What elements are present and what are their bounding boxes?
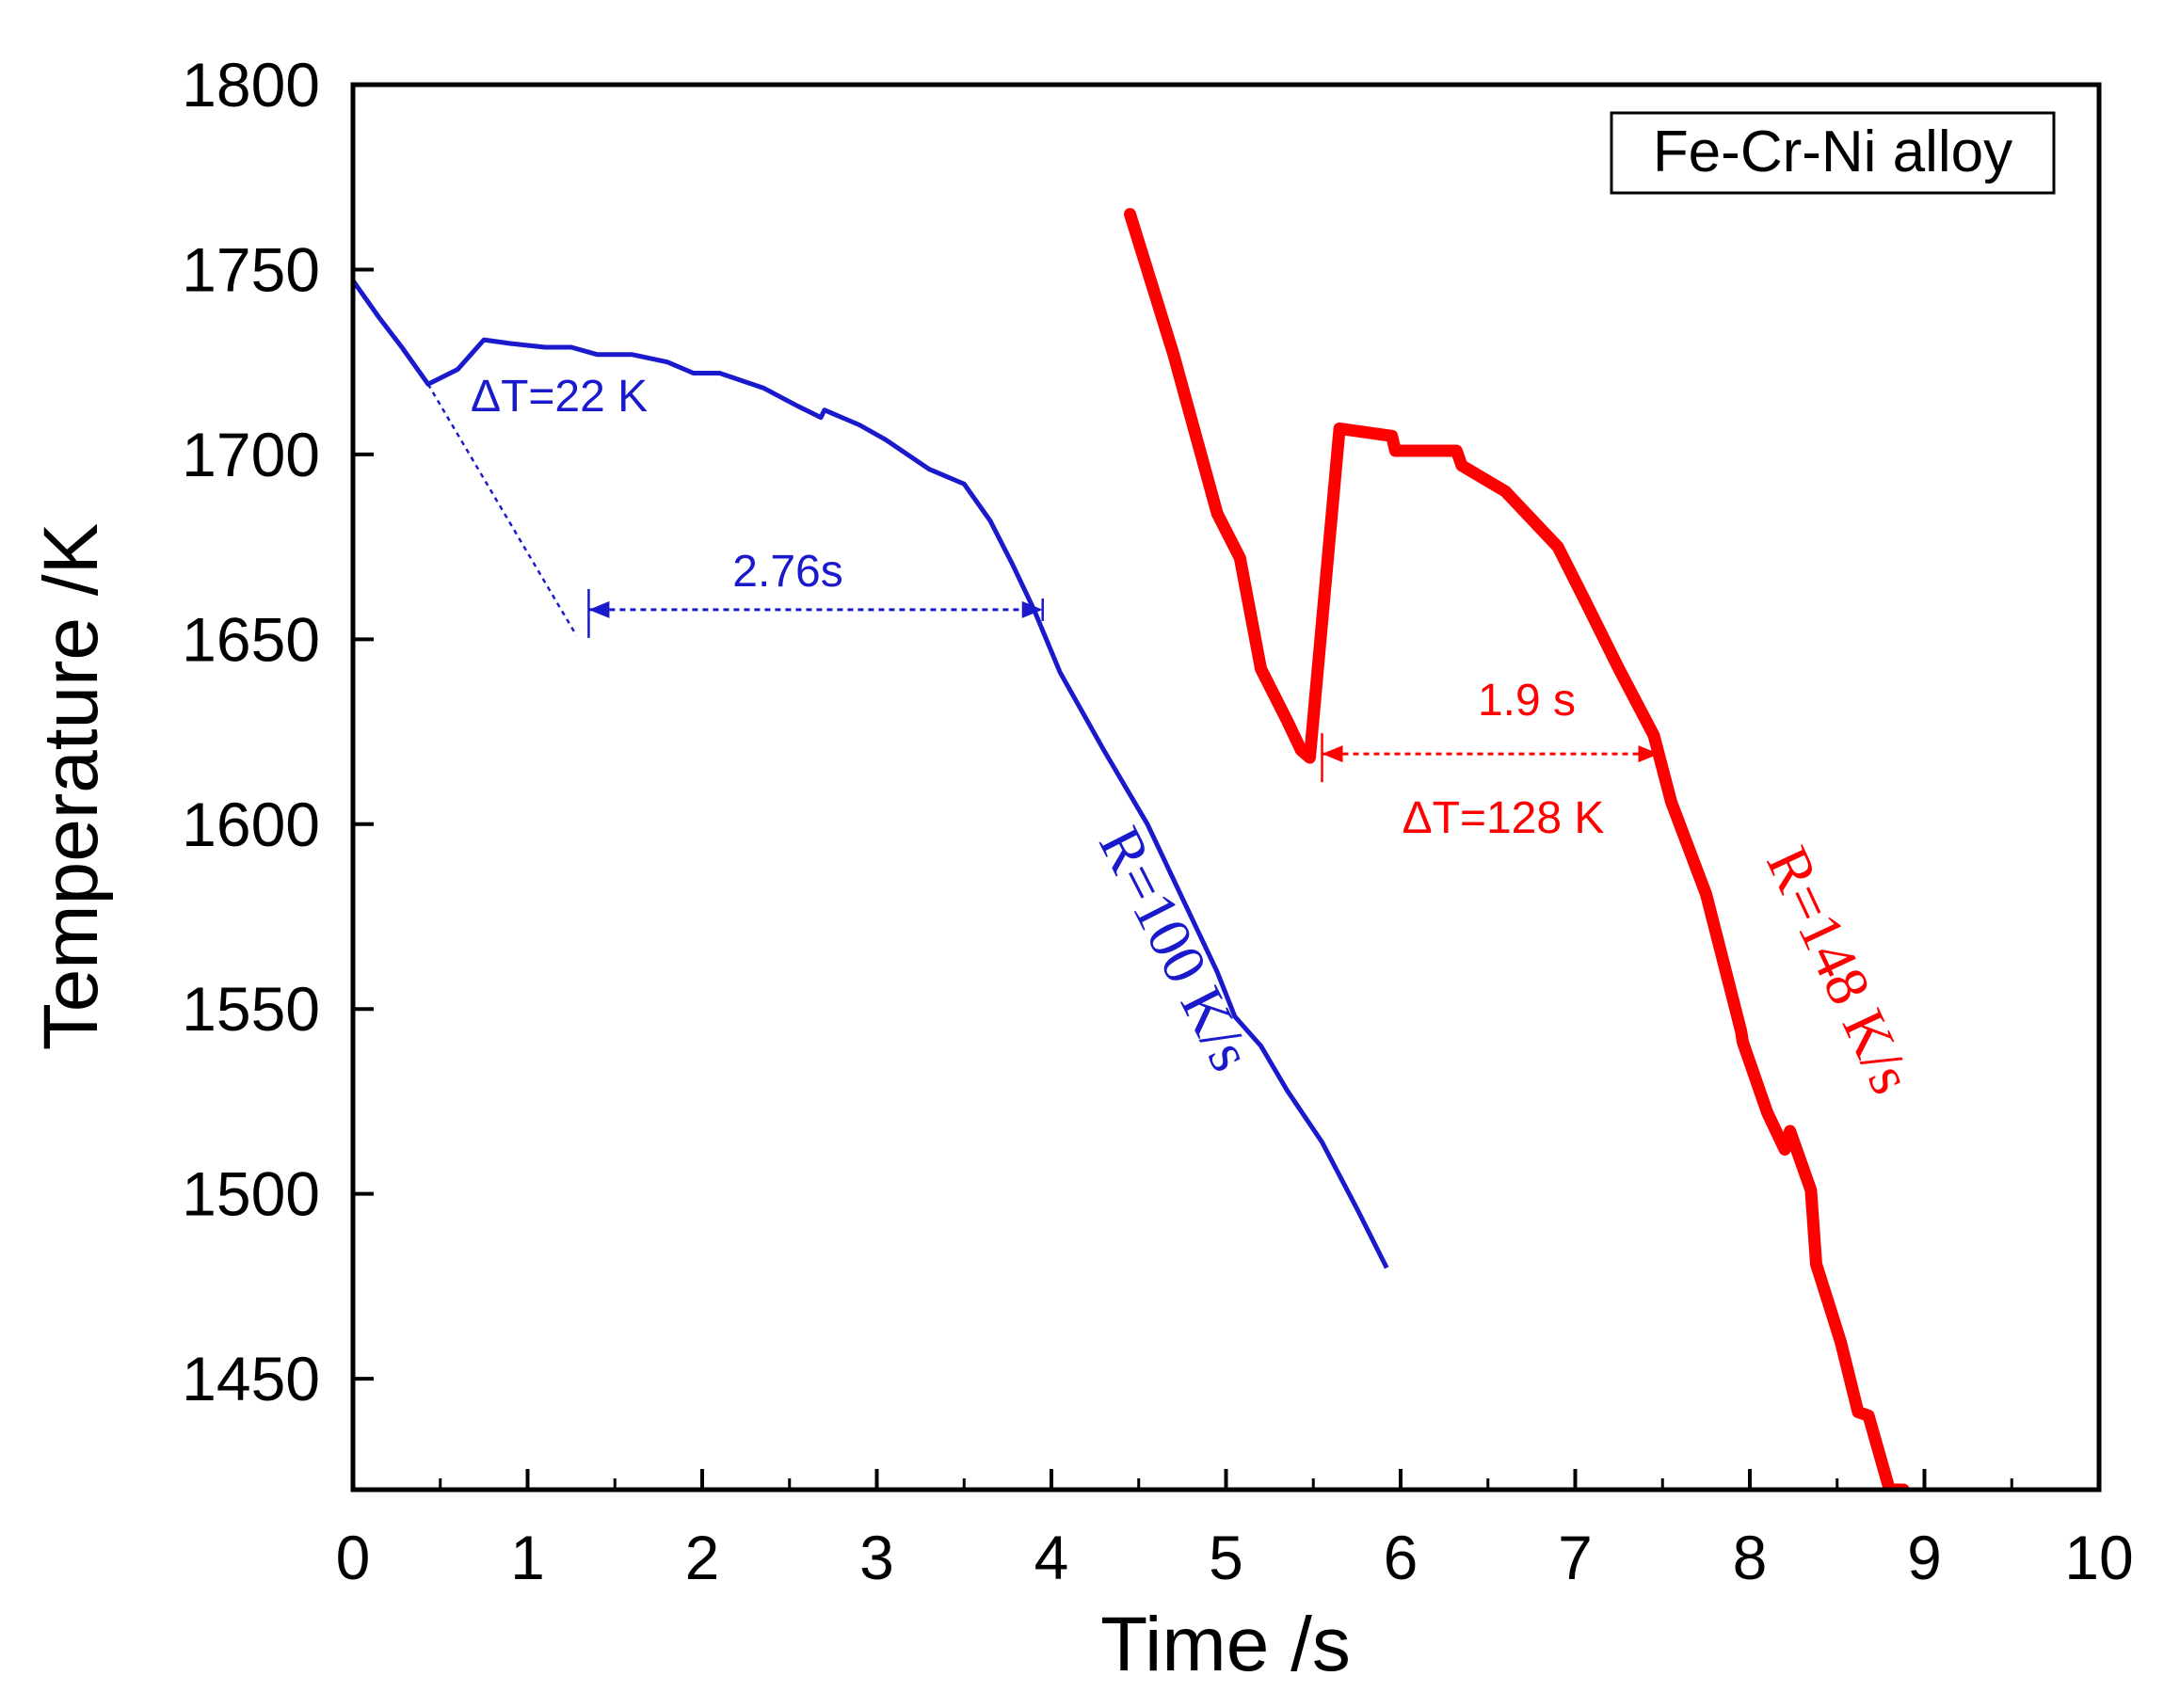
- axis-ticks: 0 1 2 3 4 5 6 7 8 9 10 1450 1500 1550 1600 1650 1700 1750…: [182, 50, 2134, 1592]
- x-tick-label: 8: [1733, 1523, 1768, 1592]
- series-layer: [353, 208, 1910, 1490]
- red-arrowhead-left: [1322, 745, 1343, 763]
- y-tick-label: 1700: [182, 420, 320, 489]
- blue-delta-t-label: ΔT=22 K: [471, 372, 648, 422]
- legend-box: Fe-Cr-Ni alloy: [1610, 111, 2056, 195]
- y-axis-title: Temperature /K: [28, 523, 114, 1051]
- x-tick-label: 3: [859, 1523, 894, 1592]
- series-line-r100: [353, 276, 1389, 1269]
- x-tick-label: 7: [1558, 1523, 1593, 1592]
- annotation-layer: [426, 383, 1660, 783]
- legend-frame: [1610, 111, 2056, 195]
- series-line-r148: [1124, 208, 1910, 1490]
- x-tick-label: 5: [1209, 1523, 1243, 1592]
- legend-label: Fe-Cr-Ni alloy: [1653, 120, 2012, 184]
- x-tick-label: 6: [1384, 1523, 1419, 1592]
- blue-arrowhead-right: [1021, 600, 1043, 618]
- red-time-label: 1.9 s: [1478, 676, 1576, 726]
- y-tick-label: 1750: [182, 234, 320, 304]
- plot-frame: [350, 82, 2102, 1493]
- y-tick-label: 1650: [182, 604, 320, 674]
- y-tick-label: 1500: [182, 1159, 320, 1229]
- x-tick-label: 10: [2064, 1523, 2133, 1592]
- x-tick-label: 9: [1907, 1523, 1942, 1592]
- x-tick-label: 2: [685, 1523, 720, 1592]
- blue-time-label: 2.76s: [732, 547, 842, 597]
- red-arrowhead-right: [1638, 745, 1659, 763]
- x-axis-title: Time /s: [1100, 1602, 1351, 1687]
- x-tick-label: 0: [336, 1523, 371, 1592]
- blue-arrowhead-left: [588, 600, 610, 618]
- y-tick-label: 1450: [182, 1344, 320, 1413]
- blue-guide-dashed-line: [426, 383, 578, 637]
- x-tick-label: 1: [510, 1523, 545, 1592]
- red-delta-t-label: ΔT=128 K: [1403, 793, 1605, 843]
- y-tick-label: 1600: [182, 790, 320, 859]
- y-tick-label: 1550: [182, 974, 320, 1044]
- x-tick-label: 4: [1034, 1523, 1069, 1592]
- y-tick-label: 1800: [182, 50, 320, 120]
